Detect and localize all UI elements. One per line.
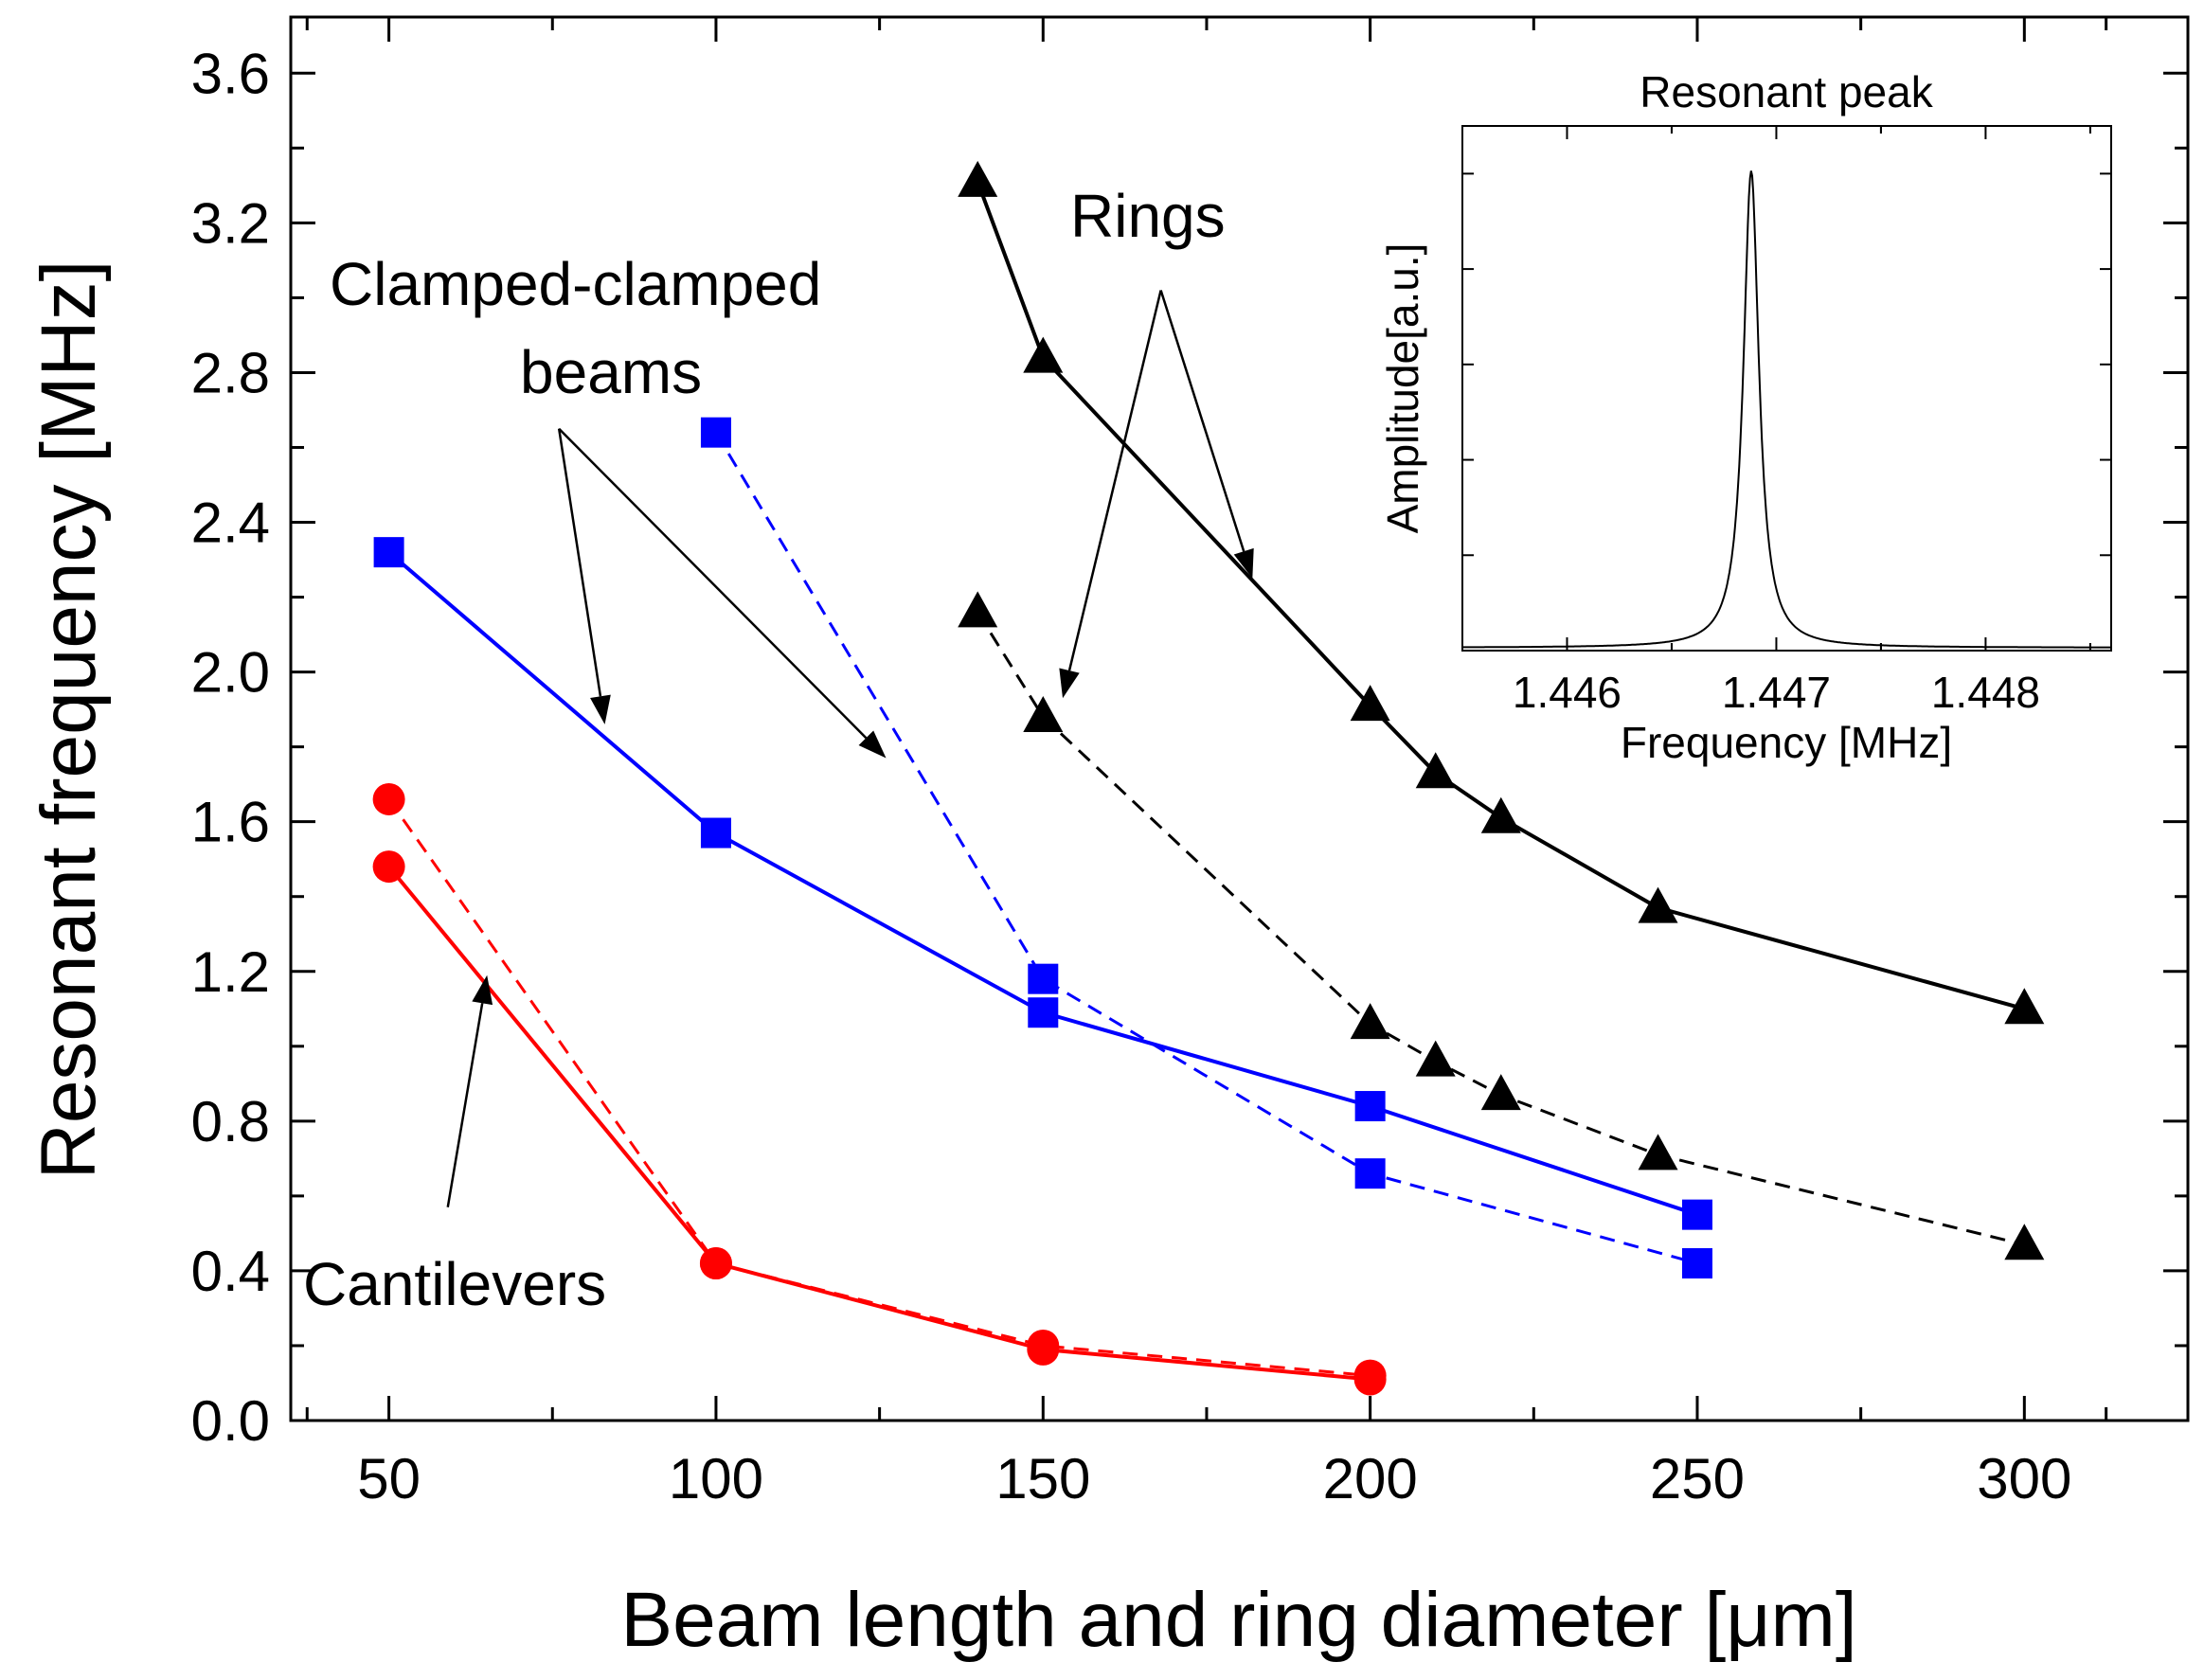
series-line [714, 431, 1698, 1265]
data-point-square [700, 417, 731, 448]
inset-frame [1461, 125, 2112, 652]
data-point-triangle [958, 160, 998, 197]
series-2 [373, 537, 1712, 1230]
annotation-clamped-line2: beams [520, 338, 702, 406]
arrow-shaft-clamped-to-solid [557, 428, 602, 697]
y-tick-label: 1.6 [191, 791, 270, 854]
data-point-triangle [1350, 1003, 1390, 1040]
y-axis-title: Resonant frequency [MHz] [26, 260, 112, 1180]
data-point-square [1354, 1091, 1386, 1122]
y-tick-label: 2.0 [191, 641, 270, 705]
arrow-shaft-rings-to-solid [1159, 290, 1245, 552]
data-point-triangle [1638, 1134, 1678, 1171]
arrow-shaft-cantilevers-to-solid [446, 1003, 484, 1207]
data-point-triangle [1023, 336, 1064, 373]
data-point-triangle [2004, 988, 2045, 1025]
data-point-triangle [1023, 696, 1064, 733]
y-tick-label: 2.8 [191, 341, 270, 404]
arrow-shaft-clamped-to-dashed [558, 427, 868, 740]
main-ticks: 50 100 150 200 250 300 0.0 0.4 0.8 1.2 1.6 2.0 2.4 2.… [191, 17, 2188, 1510]
data-point-square [1681, 1248, 1712, 1279]
y-tick-label: 3.2 [191, 191, 270, 255]
inset-x-tick-label: 1.446 [1513, 668, 1622, 717]
data-point-circle [372, 782, 405, 815]
annotation-cantilevers: Cantilevers [303, 1250, 606, 1318]
x-tick-label: 50 [357, 1447, 421, 1510]
data-point-triangle [1415, 1040, 1456, 1077]
arrow-head-cantilevers-to-solid [472, 974, 493, 1006]
inset-title: Resonant peak [1640, 67, 1933, 116]
data-point-triangle [958, 591, 998, 628]
y-tick-label: 1.2 [191, 940, 270, 1004]
y-tick-label: 0.8 [191, 1090, 270, 1153]
y-tick-label: 0.4 [191, 1240, 270, 1303]
data-point-triangle [2004, 1224, 2045, 1260]
inset-x-tick-label: 1.447 [1722, 668, 1831, 717]
data-point-triangle [1480, 796, 1521, 833]
y-tick-label: 0.0 [191, 1389, 270, 1453]
inset-y-axis-title: Amplitude[a.u.] [1378, 243, 1427, 534]
data-point-triangle [1350, 685, 1390, 722]
arrow-head-rings-to-dashed [1059, 668, 1080, 699]
data-point-square [1354, 1158, 1386, 1189]
arrow-shaft-rings-to-dashed [1067, 290, 1162, 671]
series-line [387, 798, 1371, 1378]
data-point-square [1681, 1199, 1712, 1230]
x-tick-label: 100 [669, 1447, 763, 1510]
series-5 [372, 782, 1387, 1392]
data-point-circle [699, 1247, 732, 1280]
data-point-square [1028, 997, 1059, 1028]
data-point-circle [1027, 1329, 1060, 1362]
data-point-circle [1353, 1359, 1387, 1392]
x-tick-label: 150 [995, 1447, 1090, 1510]
series-0 [958, 160, 2045, 1025]
x-tick-label: 200 [1323, 1447, 1418, 1510]
annotation-arrows [446, 290, 1254, 1207]
series-line [387, 865, 1371, 1382]
inset-x-axis-title: Frequency [MHz] [1621, 718, 1952, 767]
data-point-square [373, 537, 404, 568]
series-layer [372, 160, 2045, 1396]
arrow-head-rings-to-solid [1233, 547, 1254, 579]
series-3 [700, 417, 1712, 1279]
data-point-triangle [1480, 1074, 1521, 1111]
data-point-triangle [1638, 886, 1678, 923]
arrow-head-clamped-to-solid [590, 694, 611, 724]
inset-ticks: 1.446 1.447 1.448 [1462, 126, 2111, 717]
data-point-square [1028, 963, 1059, 994]
x-axis-title: Beam length and ring diameter [μm] [620, 1577, 1856, 1663]
data-point-circle [372, 850, 405, 884]
data-point-square [700, 817, 731, 849]
arrow-head-clamped-to-dashed [858, 730, 887, 759]
annotation-rings: Rings [1070, 182, 1226, 250]
inset-resonant-peak: 1.446 1.447 1.448 Resonant peak Frequency … [1378, 67, 2112, 767]
inset-peak-curve [1462, 170, 2111, 649]
y-tick-label: 2.4 [191, 491, 270, 555]
annotation-clamped-line1: Clamped-clamped [330, 250, 821, 318]
plot-frame [289, 15, 2190, 1422]
y-tick-label: 3.6 [191, 42, 270, 105]
x-tick-label: 300 [1977, 1447, 2071, 1510]
x-tick-label: 250 [1650, 1447, 1745, 1510]
inset-x-tick-label: 1.448 [1931, 668, 2040, 717]
series-1 [958, 591, 2045, 1260]
series-line [387, 550, 1698, 1217]
data-point-triangle [1415, 752, 1456, 789]
